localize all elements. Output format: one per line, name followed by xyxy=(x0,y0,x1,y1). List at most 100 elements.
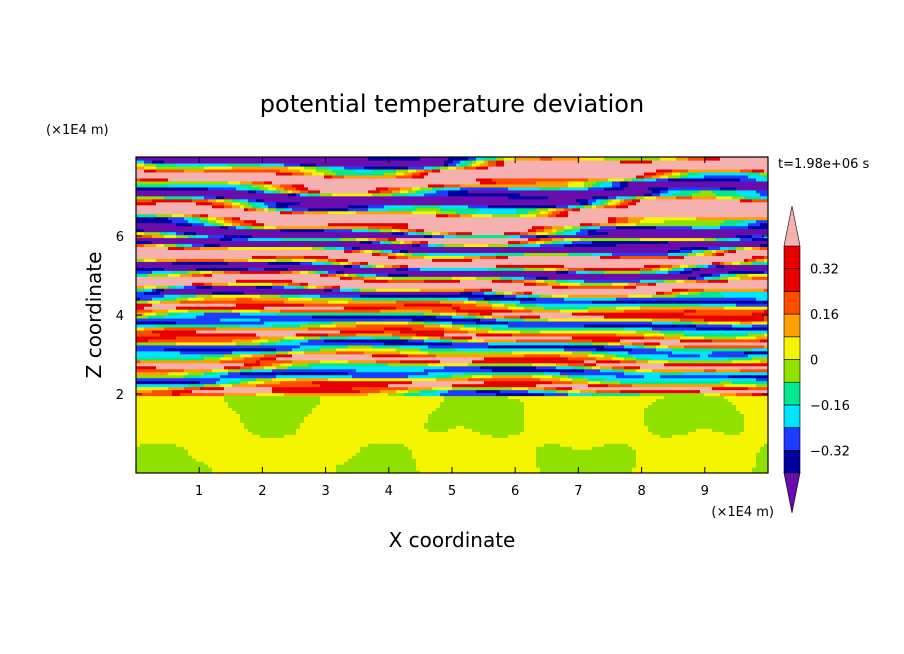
heatmap-cell xyxy=(660,449,665,453)
heatmap-cell xyxy=(200,452,205,456)
heatmap-cell xyxy=(444,440,449,444)
heatmap-cell xyxy=(408,437,413,441)
heatmap-cell xyxy=(612,437,617,441)
heatmap-cell xyxy=(416,443,421,447)
heatmap-cell xyxy=(344,437,349,441)
heatmap-cell xyxy=(280,458,285,462)
heatmap-cell xyxy=(452,446,457,450)
heatmap-cell xyxy=(428,467,433,471)
heatmap-cell xyxy=(400,443,405,447)
heatmap-cell xyxy=(252,440,257,444)
heatmap-cell xyxy=(476,446,481,450)
heatmap-cell xyxy=(392,446,397,450)
heatmap-cell xyxy=(700,446,705,450)
heatmap-cell xyxy=(348,446,353,450)
heatmap-cell xyxy=(500,464,505,468)
heatmap-cell xyxy=(540,464,545,468)
heatmap-cell xyxy=(232,455,237,459)
heatmap-cell xyxy=(188,470,193,473)
heatmap-cell xyxy=(344,440,349,444)
heatmap-cell xyxy=(176,458,181,462)
heatmap-cell xyxy=(212,470,217,473)
heatmap-cell xyxy=(160,449,165,453)
heatmap-cell xyxy=(244,443,249,447)
heatmap-cell xyxy=(696,449,701,453)
heatmap-cell xyxy=(568,449,573,453)
heatmap-cell xyxy=(744,452,749,456)
heatmap-cell xyxy=(644,434,649,438)
heatmap-cell xyxy=(304,449,309,453)
heatmap-cell xyxy=(284,452,289,456)
heatmap-cell xyxy=(296,470,301,473)
heatmap-cell xyxy=(472,464,477,468)
heatmap-cell xyxy=(352,446,357,450)
heatmap-cell xyxy=(432,434,437,438)
heatmap-cell xyxy=(644,452,649,456)
heatmap-cell xyxy=(328,440,333,444)
heatmap-cell xyxy=(452,443,457,447)
heatmap-cell xyxy=(572,443,577,447)
heatmap-cell xyxy=(156,434,161,438)
heatmap-cell xyxy=(348,449,353,453)
heatmap-cell xyxy=(320,455,325,459)
heatmap-cell xyxy=(604,464,609,468)
heatmap-cell xyxy=(600,440,605,444)
heatmap-cell xyxy=(600,458,605,462)
heatmap-cell xyxy=(596,449,601,453)
heatmap-cell xyxy=(412,458,417,462)
heatmap-cell xyxy=(728,434,733,438)
heatmap-cell xyxy=(748,440,753,444)
heatmap-cell xyxy=(468,458,473,462)
heatmap-cell xyxy=(184,461,189,465)
heatmap-cell xyxy=(260,461,265,465)
heatmap-cell xyxy=(740,449,745,453)
heatmap-cell xyxy=(404,470,409,473)
heatmap-cell xyxy=(432,470,437,473)
heatmap-cell xyxy=(676,455,681,459)
heatmap-cell xyxy=(300,449,305,453)
heatmap-cell xyxy=(184,455,189,459)
heatmap-cell xyxy=(728,470,733,473)
heatmap-cell xyxy=(576,434,581,438)
heatmap-cell xyxy=(264,455,269,459)
heatmap-cell xyxy=(484,464,489,468)
heatmap-cell xyxy=(364,467,369,471)
heatmap-cell xyxy=(176,455,181,459)
heatmap-cell xyxy=(496,455,501,459)
heatmap-cell xyxy=(420,443,425,447)
heatmap-cell xyxy=(372,437,377,441)
heatmap-cell xyxy=(712,464,717,468)
heatmap-cell xyxy=(136,464,141,468)
heatmap-cell xyxy=(268,467,273,471)
heatmap-cell xyxy=(712,446,717,450)
heatmap-cell xyxy=(280,470,285,473)
heatmap-cell xyxy=(224,440,229,444)
heatmap-cell xyxy=(360,437,365,441)
heatmap-cell xyxy=(468,449,473,453)
heatmap-cell xyxy=(292,452,297,456)
heatmap-cell xyxy=(308,443,313,447)
heatmap-cell xyxy=(728,464,733,468)
heatmap-cell xyxy=(224,470,229,473)
heatmap-cell xyxy=(728,455,733,459)
heatmap-cell xyxy=(308,446,313,450)
heatmap-cell xyxy=(748,464,753,468)
heatmap-cell xyxy=(256,443,261,447)
heatmap-cell xyxy=(676,440,681,444)
heatmap-cell xyxy=(628,464,633,468)
heatmap-cell xyxy=(508,434,513,438)
heatmap-cell xyxy=(376,452,381,456)
heatmap-cell xyxy=(716,440,721,444)
heatmap-cell xyxy=(480,443,485,447)
heatmap-cell xyxy=(332,461,337,465)
heatmap-cell xyxy=(216,437,221,441)
heatmap-cell xyxy=(760,443,765,447)
heatmap-cell xyxy=(544,452,549,456)
heatmap-cell xyxy=(376,461,381,465)
heatmap-cell xyxy=(480,449,485,453)
heatmap-cell xyxy=(180,437,185,441)
heatmap-cell xyxy=(480,458,485,462)
heatmap-cell xyxy=(332,449,337,453)
heatmap-cell xyxy=(684,455,689,459)
